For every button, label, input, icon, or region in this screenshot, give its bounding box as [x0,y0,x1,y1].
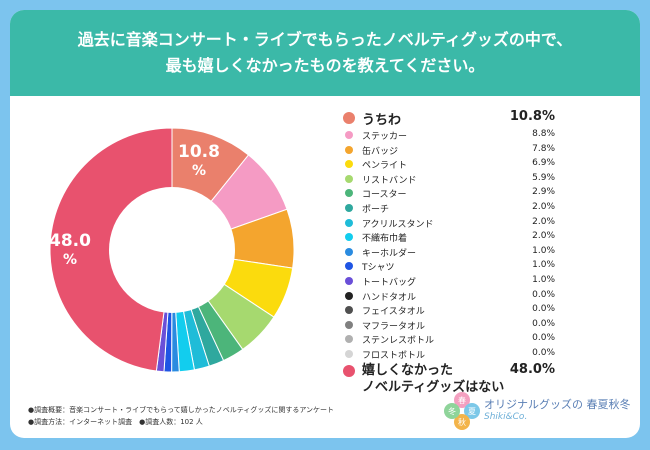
slice-label-none-unit: % [63,252,77,268]
title-line-1: 過去に音楽コンサート・ライブでもらったノベルティグッズの中で、 [77,30,573,49]
legend-value-17: 48.0% [509,361,555,377]
legend-value-3: 6.9% [532,158,555,169]
svg-text:夏: 夏 [468,407,476,416]
legend-label-14: マフラータオル [362,321,426,332]
legend-label-11: トートバッグ [362,277,417,288]
legend-swatch-5 [345,189,353,198]
legend-item-16: フロストボトル 0.0% [340,347,555,362]
legend-item-8: 不織布巾着 2.0% [340,230,555,245]
legend-value-6: 2.0% [532,201,555,212]
legend-item-0: うちわ 10.8% [340,108,555,128]
legend-item-15: ステンレスボトル 0.0% [340,332,555,347]
title-line-2: 最も嬉しくなかったものを教えてください。 [165,56,485,75]
donut-chart: 10.8 % 48.0 % [49,127,295,373]
legend-item-2: 缶バッジ 7.8% [340,143,555,158]
legend-swatch-12 [345,291,353,300]
legend-value-15: 0.0% [532,333,555,344]
legend-swatch-1 [345,131,353,139]
legend-swatch-14 [345,320,353,329]
legend-swatch-8 [345,233,353,242]
legend-swatch-0 [343,112,355,124]
legend-label-5: コースター [362,190,407,201]
legend-value-10: 1.0% [532,260,555,271]
slice-label-none-value: 48.0 [49,231,91,251]
legend-label-12: ハンドタオル [362,292,417,303]
legend-value-12: 0.0% [532,289,555,300]
title-banner: 過去に音楽コンサート・ライブでもらったノベルティグッズの中で、 最も嬉しくなかっ… [10,10,640,96]
legend-item-9: キーホルダー 1.0% [340,245,555,260]
legend-value-9: 1.0% [532,245,555,256]
legend-swatch-10 [345,262,353,271]
legend-item-6: ポーチ 2.0% [340,201,555,216]
infographic-card: 過去に音楽コンサート・ライブでもらったノベルティグッズの中で、 最も嬉しくなかっ… [10,10,640,438]
survey-method: ●調査方法：インターネット調査 ●調査人数：102 人 [28,418,203,426]
legend-item-5: コースター 2.9% [340,186,555,201]
legend-item-1: ステッカー 8.8% [340,128,555,143]
legend-label-8: 不織布巾着 [362,234,408,245]
legend-item-10: Tシャツ 1.0% [340,259,555,274]
slice-label-uchiwa-value: 10.8 [178,142,220,162]
legend-label-4: リストバンド [362,175,417,186]
legend-label-17: 嬉しくなかった ノベルティグッズはない [362,362,505,395]
legend-label-15: ステンレスボトル [362,336,435,347]
legend-value-1: 8.8% [532,129,555,139]
legend-item-11: トートバッグ 1.0% [340,274,555,289]
legend-label-2: 缶バッジ [362,146,399,157]
legend-swatch-4 [345,174,353,183]
legend-value-7: 2.0% [532,216,555,227]
legend-swatch-16 [345,349,353,358]
brand-subtitle: Shiki&Co. [484,412,528,422]
legend-swatch-11 [345,276,353,285]
legend-item-4: リストバンド 5.9% [340,172,555,187]
legend-value-14: 0.0% [532,318,555,329]
svg-text:秋: 秋 [458,417,466,427]
legend-value-2: 7.8% [532,143,555,154]
legend-value-8: 2.0% [532,231,555,242]
legend-item-12: ハンドタオル 0.0% [340,289,555,304]
survey-notes: ●調査概要：音楽コンサート・ライブでもらって嬉しかったノベルティグッズに関するア… [28,404,334,428]
chart-legend: うちわ 10.8% ステッカー 8.8% 缶バッジ 7.8% ペンライト 6.9% リストバンド… [340,108,555,398]
svg-text:冬: 冬 [448,406,456,416]
legend-swatch-2 [345,145,353,154]
legend-value-16: 0.0% [532,347,555,358]
legend-swatch-13 [345,306,353,315]
legend-swatch-6 [345,203,353,212]
legend-item-13: フェイスタオル 0.0% [340,303,555,318]
legend-value-11: 1.0% [532,274,555,285]
legend-label-3: ペンライト [362,161,408,172]
legend-item-17: 嬉しくなかった ノベルティグッズはない 48.0% [340,362,555,398]
legend-label-13: フェイスタオル [362,307,425,318]
legend-value-4: 5.9% [532,172,555,183]
legend-swatch-7 [345,218,353,227]
brand-logo: 春 夏 秋 冬 オリジナルグッズの 春夏秋冬 Shiki&Co. [440,390,631,434]
legend-label-1: ステッカー [362,132,408,142]
slice-label-uchiwa-unit: % [192,163,206,179]
legend-label-16: フロストボトル [362,350,426,361]
legend-value-0: 10.8% [509,109,555,124]
brand-title: オリジナルグッズの 春夏秋冬 [484,398,631,411]
svg-text:春: 春 [458,395,466,405]
seasons-badge-icon: 春 夏 秋 冬 [444,392,480,430]
legend-item-7: アクリルスタンド 2.0% [340,216,555,231]
donut-hole [109,187,235,313]
legend-swatch-15 [345,335,353,344]
survey-overview: ●調査概要：音楽コンサート・ライブでもらって嬉しかったノベルティグッズに関するア… [28,406,335,414]
legend-label-6: ポーチ [362,204,390,215]
legend-label-9: キーホルダー [362,248,417,259]
legend-swatch-9 [345,247,353,256]
legend-label-10: Tシャツ [362,263,395,274]
legend-value-5: 2.9% [532,187,555,198]
legend-label-0: うちわ [362,113,402,128]
legend-item-3: ペンライト 6.9% [340,157,555,172]
legend-swatch-3 [345,160,353,169]
legend-swatch-17 [343,364,355,377]
legend-value-13: 0.0% [532,304,555,315]
legend-label-7: アクリルスタンド [362,219,434,230]
legend-item-14: マフラータオル 0.0% [340,318,555,333]
